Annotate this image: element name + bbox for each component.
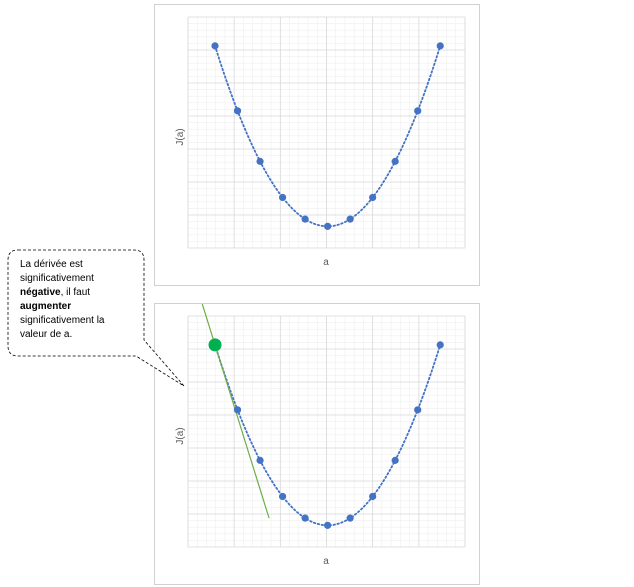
highlighted-point bbox=[208, 338, 222, 352]
data-point bbox=[256, 157, 264, 165]
data-point bbox=[324, 521, 332, 529]
data-point bbox=[324, 222, 332, 230]
chart-top: a J(a) bbox=[175, 16, 466, 268]
y-axis-title: J(a) bbox=[175, 128, 186, 145]
data-point bbox=[301, 514, 309, 522]
data-point bbox=[301, 215, 309, 223]
callout-line: significativement la bbox=[20, 315, 105, 326]
data-point bbox=[278, 492, 287, 501]
data-point bbox=[278, 193, 287, 202]
trend-curve bbox=[214, 44, 442, 228]
data-point bbox=[233, 107, 242, 115]
callout-line: négative, il faut bbox=[20, 286, 138, 300]
trend-curve bbox=[214, 343, 442, 527]
data-point bbox=[391, 456, 399, 464]
data-point bbox=[391, 157, 399, 165]
data-point bbox=[211, 42, 219, 50]
speech-bubble-shape bbox=[7, 249, 185, 387]
callout-bold: augmenter bbox=[20, 301, 72, 312]
chart-panel-top: a J(a) bbox=[154, 4, 480, 286]
speech-bubble bbox=[7, 249, 185, 387]
data-point bbox=[414, 107, 422, 115]
x-axis-title: a bbox=[323, 556, 329, 567]
data-point bbox=[233, 406, 242, 414]
data-point bbox=[346, 514, 354, 522]
data-point bbox=[256, 456, 264, 464]
data-point bbox=[436, 42, 444, 50]
callout-text: La dérivée est significativement négativ… bbox=[20, 258, 138, 342]
data-point bbox=[436, 341, 444, 349]
data-point bbox=[346, 215, 354, 223]
chart-bottom: a J(a) bbox=[175, 304, 466, 567]
callout-line: significativement bbox=[20, 273, 94, 284]
data-point bbox=[369, 193, 377, 202]
callout-bold: négative bbox=[20, 287, 61, 298]
data-point bbox=[369, 492, 377, 501]
callout-line: La dérivée est bbox=[20, 259, 83, 270]
callout-line: augmenter bbox=[20, 300, 138, 314]
callout-rest: , il faut bbox=[60, 287, 91, 298]
y-axis-title: J(a) bbox=[175, 427, 186, 444]
chart-panel-bottom: a J(a) bbox=[154, 303, 480, 585]
data-point bbox=[414, 406, 422, 414]
x-axis-title: a bbox=[323, 257, 329, 268]
tangent-line bbox=[201, 304, 270, 519]
callout-line: valeur de a. bbox=[20, 329, 73, 340]
